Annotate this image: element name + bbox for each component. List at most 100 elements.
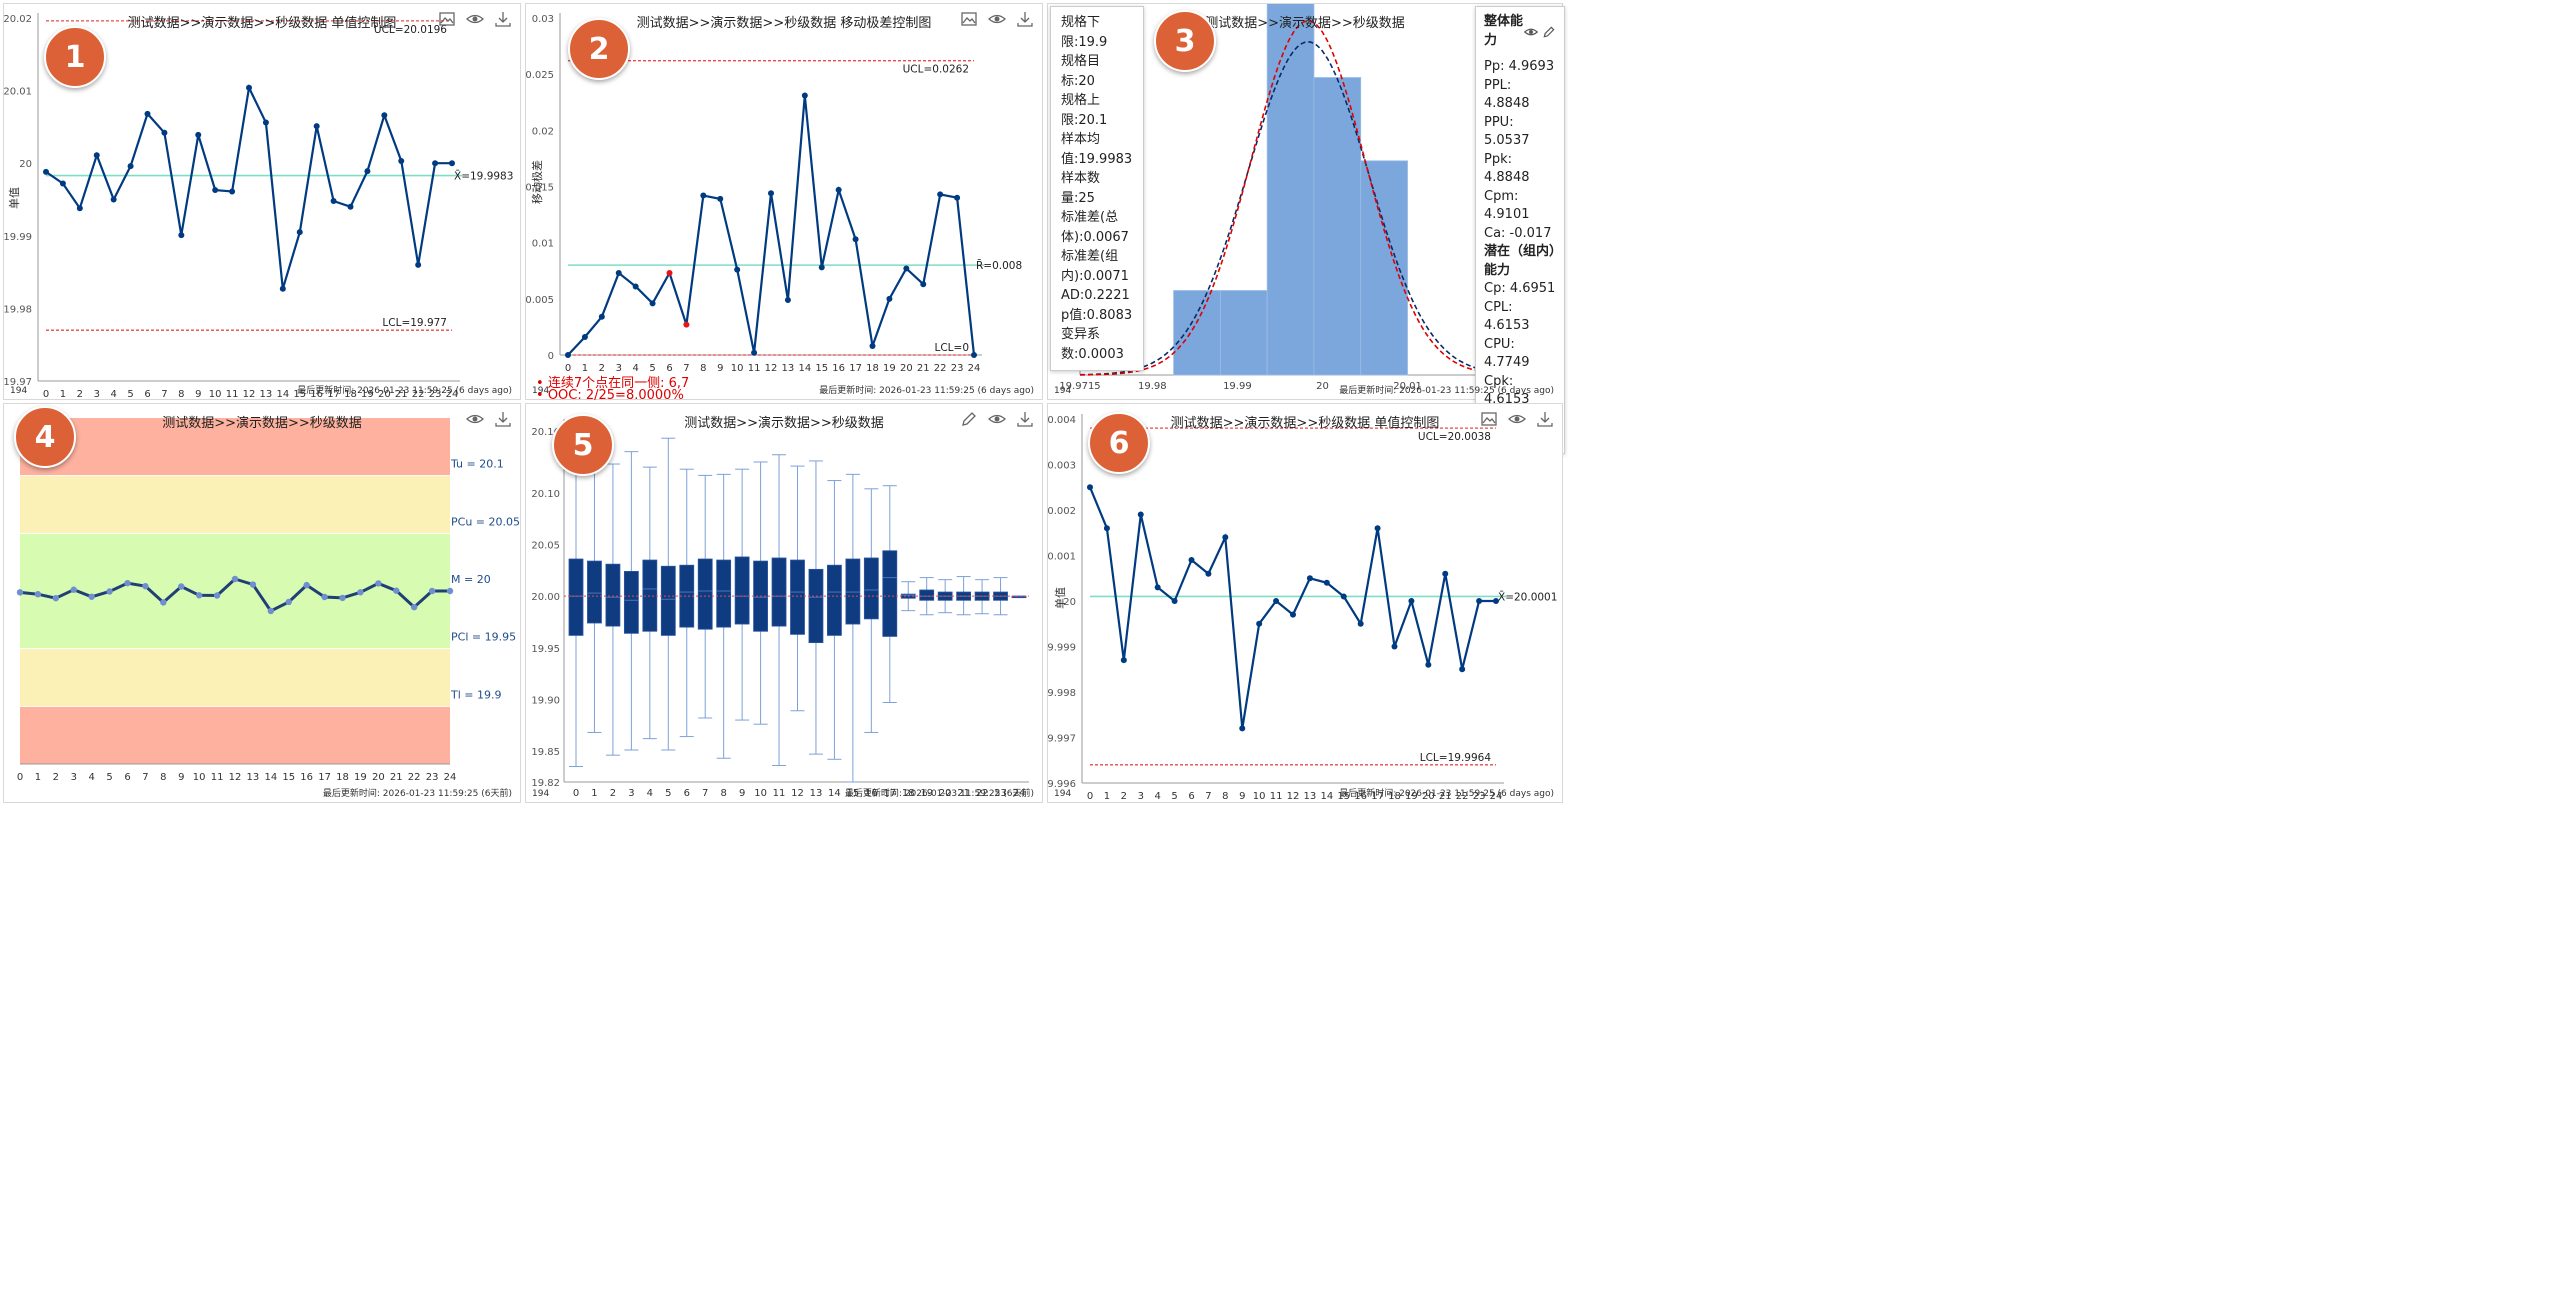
image-icon[interactable] <box>1480 410 1498 428</box>
data-point <box>16 589 24 596</box>
data-point <box>1256 620 1263 627</box>
data-point <box>449 160 455 167</box>
eye-icon[interactable] <box>466 10 484 28</box>
data-point <box>666 269 673 276</box>
data-point <box>1137 511 1144 518</box>
y-tick-label: 19.99 <box>4 232 32 243</box>
data-point <box>364 168 371 175</box>
x-tick-label: 19 <box>361 389 374 400</box>
x-tick-label: 1 <box>35 772 41 783</box>
y-tick-label: 19.998 <box>1048 688 1076 699</box>
histogram-bar <box>1266 4 1315 376</box>
data-point <box>869 343 876 350</box>
data-point <box>1239 725 1246 732</box>
x-tick-label: 16 <box>832 363 845 374</box>
x-tick-label: 8 <box>1222 791 1228 802</box>
zone-label: Tu = 20.1 <box>450 458 504 471</box>
data-point <box>1103 525 1110 532</box>
ooc-rate-text: • OOC: 2/25=8.0000% <box>536 388 684 403</box>
image-icon[interactable] <box>438 10 456 28</box>
download-icon[interactable] <box>494 410 512 428</box>
x-tick-label: 22 <box>934 363 947 374</box>
download-icon[interactable] <box>494 10 512 28</box>
eye-icon[interactable] <box>1508 410 1526 428</box>
footer-id: 194 <box>1054 386 1072 396</box>
zone-label: PCl = 19.95 <box>451 631 516 644</box>
data-point <box>1408 598 1415 604</box>
x-tick-label: 23 <box>1473 791 1486 802</box>
x-tick-label: 13 <box>1304 791 1317 802</box>
x-tick-label: 22 <box>976 788 989 799</box>
eye-icon[interactable] <box>988 410 1006 428</box>
data-point <box>852 236 859 243</box>
x-tick-label: 9 <box>195 389 201 400</box>
zone-band <box>20 648 450 707</box>
data-point <box>76 205 83 212</box>
pencil-icon[interactable] <box>1542 25 1556 39</box>
data-point <box>267 607 275 615</box>
x-tick-label: 7 <box>683 363 689 374</box>
center-label: X̄=19.9983 <box>454 170 513 183</box>
stat-line: 样本数量:25 <box>1061 171 1101 206</box>
box <box>716 559 732 628</box>
download-icon[interactable] <box>1016 410 1034 428</box>
x-tick-label: 0 <box>1087 791 1093 802</box>
y-tick-label: 19.997 <box>1048 734 1076 745</box>
box <box>734 556 750 625</box>
y-tick-label: 20.003 <box>1048 461 1076 472</box>
x-tick-label: 11 <box>226 389 239 400</box>
footer-id: 194 <box>1054 789 1072 799</box>
x-tick-label: 15 <box>282 772 295 783</box>
x-tick-label: 12 <box>229 772 242 783</box>
zone-chart: Tu = 20.1 PCu = 20.05 M = 20 PCl = 19.95 Tl … <box>16 418 520 783</box>
x-tick-label: 14 <box>798 363 811 374</box>
data-point <box>835 186 842 193</box>
data-point <box>751 349 758 356</box>
x-tick-label: 13 <box>260 389 273 400</box>
data-point <box>784 296 791 303</box>
data-point <box>1374 525 1381 532</box>
x-tick-label: 17 <box>883 788 896 799</box>
x-tick-label: 1 <box>60 389 66 400</box>
data-point <box>734 266 741 273</box>
footer-id: 194 <box>532 386 550 396</box>
data-point <box>410 603 418 611</box>
x-tick-label: 21 <box>395 389 408 400</box>
download-icon[interactable] <box>1016 10 1034 28</box>
x-tick-label: 8 <box>178 389 184 400</box>
x-tick-label: 18 <box>344 389 357 400</box>
image-icon[interactable] <box>960 10 978 28</box>
eye-icon[interactable] <box>1524 25 1538 39</box>
panel-number-badge: 2 <box>568 18 630 80</box>
data-point <box>1154 584 1161 591</box>
download-icon[interactable] <box>1536 410 1554 428</box>
center-label: X̄=20.0001 <box>1498 591 1557 604</box>
box-plot-chart: 20.16 20.10 20.05 20.00 19.95 19.90 19.85 19.82… <box>531 419 1029 799</box>
lcl-label: LCL=0 <box>934 342 969 354</box>
x-tick-label: 3 <box>628 788 634 799</box>
data-point <box>213 592 221 599</box>
x-tick-label: 17 <box>327 389 340 400</box>
ucl-label: UCL=20.0038 <box>1418 431 1491 443</box>
eye-icon[interactable] <box>988 10 1006 28</box>
lcl-label: LCL=19.977 <box>382 317 447 329</box>
pencil-icon[interactable] <box>960 410 978 428</box>
y-tick-label: 19.97 <box>4 377 32 388</box>
within-normal-curve <box>1080 40 1536 376</box>
x-tick-label: 1 <box>582 363 588 374</box>
x-tick-label: 2 <box>599 363 605 374</box>
x-tick-label: 15 <box>1337 791 1350 802</box>
y-tick-label: 20.01 <box>4 87 32 98</box>
x-tick-label: 8 <box>700 363 706 374</box>
x-tick-label: 11 <box>211 772 224 783</box>
x-tick-label: 7 <box>142 772 148 783</box>
stat-line: 标准差(总体):0.0067 <box>1061 210 1129 245</box>
overall-capability-item: Ppk: 4.8848 <box>1484 151 1530 186</box>
y-tick-label: 19.996 <box>1048 779 1076 790</box>
panel-individual-chart-1: 20.02 20.01 20 19.99 19.98 19.97 0 1 2 3 4 5 6 7 8 9 10 1… <box>3 3 521 400</box>
y-tick-label: 19.999 <box>1048 643 1076 654</box>
eye-icon[interactable] <box>466 410 484 428</box>
x-tick-label: 21 <box>957 788 970 799</box>
x-tick-label: 19 <box>920 788 933 799</box>
data-point <box>231 575 239 583</box>
